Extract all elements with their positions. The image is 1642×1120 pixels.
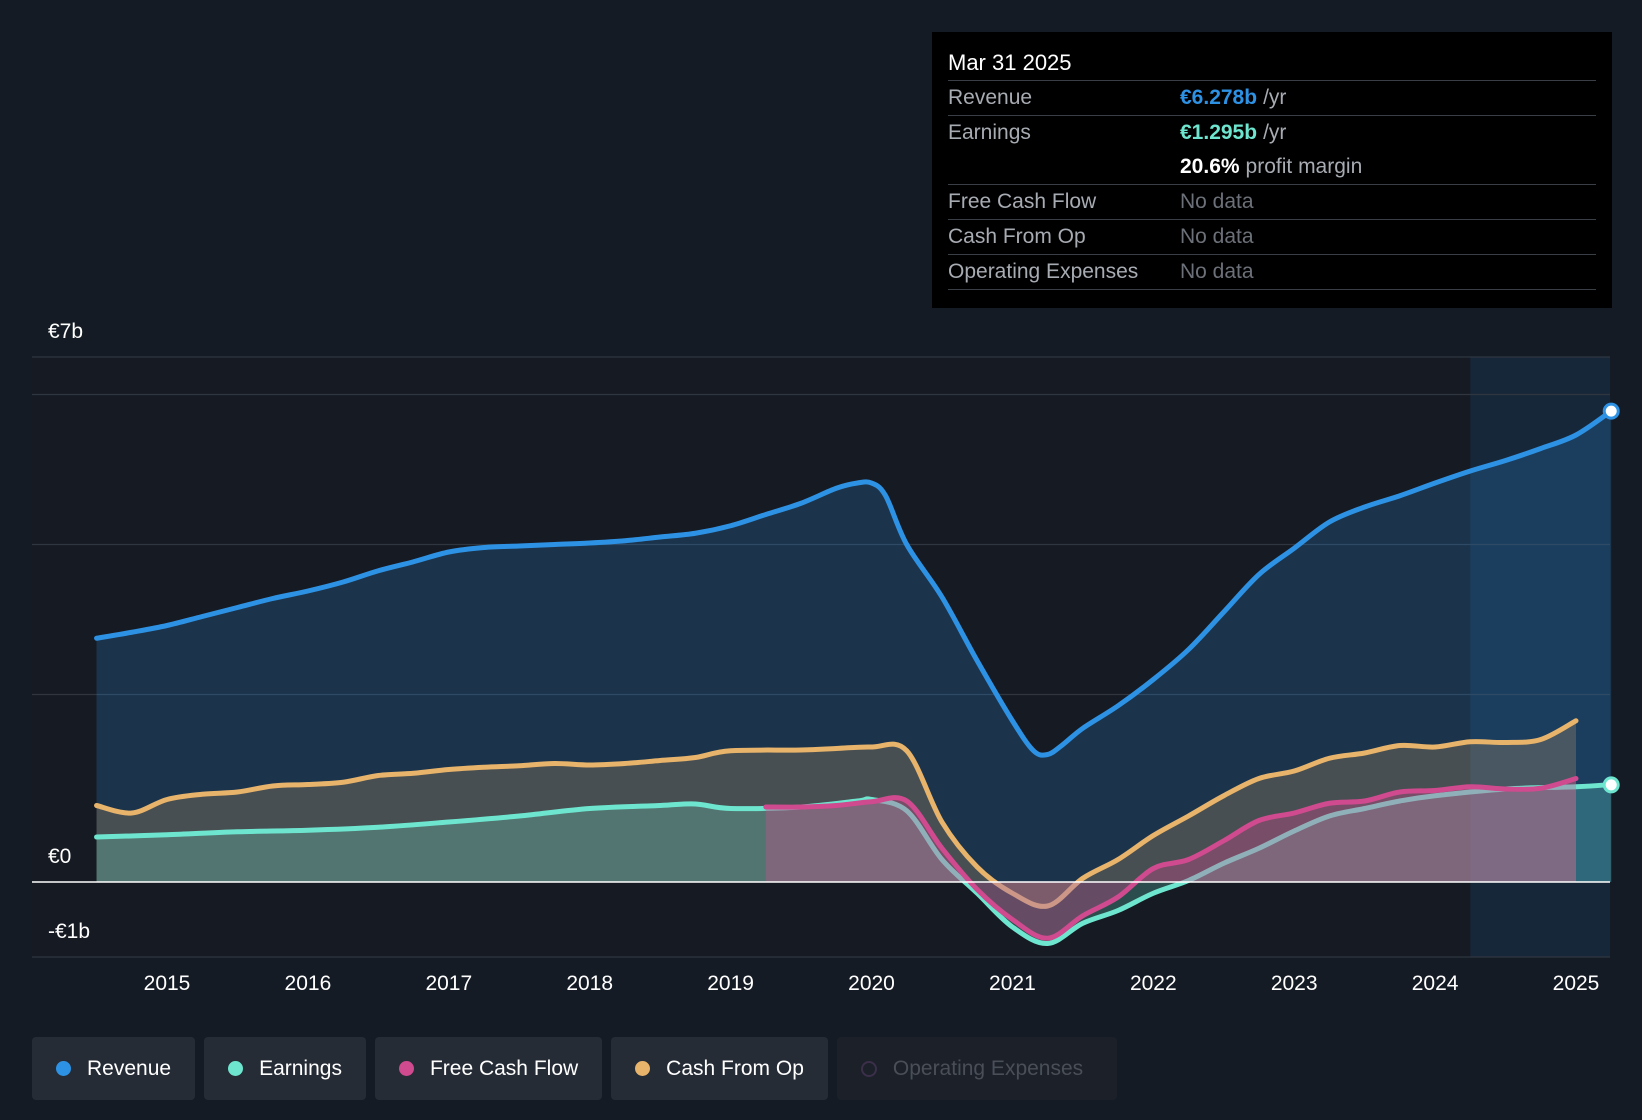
legend-label: Operating Expenses — [892, 1056, 1084, 1080]
legend-label: Revenue — [87, 1056, 172, 1080]
legend-label: Free Cash Flow — [429, 1056, 579, 1080]
cash-from-op-line — [94, 718, 1579, 909]
tooltip-earnings-label: Earnings — [948, 121, 1031, 144]
tooltip-row-revenue: Revenue €6.278b/yr — [948, 80, 1596, 115]
tooltip-revenue-unit: /yr — [1263, 86, 1287, 109]
tooltip-opex-value: No data — [1180, 260, 1254, 283]
tooltip-row-earnings: Earnings €1.295b/yr — [948, 115, 1596, 150]
x-tick-label: 2024 — [1412, 972, 1459, 995]
tooltip-revenue-value: €6.278b — [1180, 86, 1258, 109]
legend-label: Cash From Op — [666, 1056, 804, 1080]
legend-item-free-cash-flow[interactable]: Free Cash Flow — [374, 1037, 603, 1100]
revenue-area — [96, 411, 1612, 882]
revenue-line — [94, 408, 1614, 758]
tooltip-date: Mar 31 2025 — [948, 50, 1072, 75]
x-tick-label: 2016 — [285, 972, 332, 995]
chart-tooltip: Mar 31 2025 Revenue €6.278b/yr Earnings … — [932, 32, 1612, 308]
legend-dot-icon — [56, 1061, 71, 1076]
x-tick-label: 2021 — [989, 972, 1036, 995]
x-tick-label: 2023 — [1271, 972, 1318, 995]
x-tick-label: 2017 — [425, 972, 472, 995]
tooltip-row-margin: 20.6% profit margin — [948, 150, 1596, 184]
legend-item-operating-expenses[interactable]: Operating Expenses — [836, 1037, 1117, 1100]
plot-background — [32, 357, 1471, 957]
x-tick-label: 2020 — [848, 972, 895, 995]
tooltip-earnings-unit: /yr — [1263, 121, 1287, 144]
tooltip-margin-label: profit margin — [1245, 155, 1363, 178]
tooltip-revenue-label: Revenue — [948, 86, 1033, 109]
tooltip-fcf-label: Free Cash Flow — [948, 190, 1097, 213]
x-tick-label: 2019 — [707, 972, 754, 995]
chart-legend: Revenue Earnings Free Cash Flow Cash Fro… — [32, 1037, 1117, 1100]
legend-dot-icon — [635, 1061, 651, 1076]
free-cash-flow-line — [763, 776, 1579, 941]
y-tick-label-bottom: -€1b — [48, 920, 91, 943]
tooltip-opex-label: Operating Expenses — [948, 260, 1139, 283]
x-tick-label: 2022 — [1130, 972, 1177, 995]
x-tick-label: 2015 — [144, 972, 191, 995]
tooltip-row-fcf: Free Cash Flow No data — [948, 184, 1596, 219]
earnings-area — [96, 784, 1612, 944]
tooltip-cfo-label: Cash From Op — [948, 225, 1086, 248]
tooltip-row-opex: Operating Expenses No data — [948, 254, 1596, 290]
tooltip-fcf-value: No data — [1180, 190, 1254, 213]
cash-from-op-area — [96, 720, 1576, 907]
x-tick-label: 2018 — [566, 972, 613, 995]
free-cash-flow-area — [765, 778, 1576, 939]
tooltip-earnings-value: €1.295b — [1180, 121, 1258, 144]
legend-label: Earnings — [259, 1056, 342, 1080]
tooltip-row-cfo: Cash From Op No data — [948, 219, 1596, 254]
tooltip-margin-value: 20.6% — [1180, 155, 1240, 178]
tooltip-cfo-value: No data — [1180, 225, 1254, 248]
legend-dot-icon — [398, 1061, 414, 1076]
x-tick-label: 2025 — [1553, 972, 1600, 995]
legend-dot-icon — [228, 1061, 244, 1076]
y-tick-label-zero: €0 — [48, 845, 72, 868]
y-tick-label-top: €7b — [48, 320, 84, 343]
legend-item-earnings[interactable]: Earnings — [204, 1037, 366, 1100]
earnings-line — [94, 782, 1614, 946]
legend-item-cash-from-op[interactable]: Cash From Op — [611, 1037, 828, 1100]
forecast-region — [1470, 357, 1610, 957]
legend-item-revenue[interactable]: Revenue — [32, 1037, 196, 1100]
revenue-end-marker — [1602, 402, 1620, 420]
earnings-end-marker — [1602, 776, 1620, 794]
legend-dot-hollow-icon — [860, 1060, 877, 1077]
